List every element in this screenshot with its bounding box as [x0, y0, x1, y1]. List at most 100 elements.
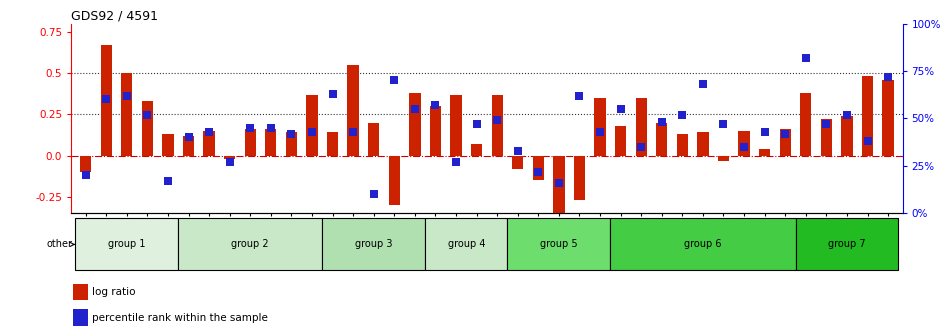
- Bar: [574, 156, 585, 200]
- Point: [798, 55, 813, 60]
- Point: [695, 82, 711, 87]
- Point: [819, 121, 834, 127]
- Point: [325, 91, 340, 96]
- Bar: [162, 134, 174, 156]
- Bar: [676, 134, 688, 156]
- Point: [448, 159, 464, 165]
- Point: [222, 159, 238, 165]
- Text: group 4: group 4: [447, 240, 485, 249]
- Bar: [306, 94, 317, 156]
- Bar: [450, 94, 462, 156]
- Bar: [759, 149, 770, 156]
- Text: group 1: group 1: [108, 240, 145, 249]
- Point: [284, 131, 299, 136]
- Bar: [507, 218, 610, 270]
- Point: [736, 144, 751, 150]
- Bar: [409, 93, 421, 156]
- Bar: [491, 94, 503, 156]
- Point: [263, 125, 278, 131]
- Bar: [512, 156, 523, 169]
- Point: [655, 120, 670, 125]
- Bar: [595, 98, 606, 156]
- Point: [551, 180, 566, 186]
- Text: group 7: group 7: [828, 240, 865, 249]
- Text: group 3: group 3: [355, 240, 392, 249]
- Bar: [182, 136, 194, 156]
- Point: [161, 178, 176, 184]
- Bar: [142, 101, 153, 156]
- Bar: [553, 156, 564, 218]
- Bar: [244, 129, 256, 156]
- Bar: [203, 131, 215, 156]
- Bar: [389, 156, 400, 205]
- Point: [304, 129, 319, 134]
- Bar: [821, 119, 832, 156]
- Text: log ratio: log ratio: [92, 287, 136, 297]
- Bar: [697, 132, 709, 156]
- Bar: [795, 218, 899, 270]
- Text: other: other: [47, 240, 75, 249]
- Bar: [101, 45, 112, 156]
- Point: [366, 192, 381, 197]
- Point: [778, 131, 793, 136]
- Point: [840, 112, 855, 117]
- Text: group 6: group 6: [684, 240, 722, 249]
- Point: [757, 129, 772, 134]
- Bar: [429, 106, 441, 156]
- Bar: [862, 76, 873, 156]
- Point: [140, 112, 155, 117]
- Point: [593, 129, 608, 134]
- Point: [531, 169, 546, 174]
- Bar: [738, 131, 750, 156]
- Point: [408, 106, 423, 112]
- Point: [346, 129, 361, 134]
- Bar: [75, 218, 179, 270]
- Bar: [842, 116, 852, 156]
- Bar: [322, 218, 426, 270]
- Point: [99, 97, 114, 102]
- Bar: [327, 132, 338, 156]
- Bar: [718, 156, 730, 161]
- Bar: [224, 156, 236, 159]
- Point: [674, 112, 690, 117]
- Point: [489, 118, 504, 123]
- Text: group 2: group 2: [232, 240, 269, 249]
- Text: GDS92 / 4591: GDS92 / 4591: [71, 9, 159, 23]
- Point: [78, 173, 93, 178]
- Point: [716, 121, 732, 127]
- Bar: [368, 123, 379, 156]
- Bar: [780, 129, 791, 156]
- Bar: [426, 218, 507, 270]
- Bar: [533, 156, 544, 180]
- Text: group 5: group 5: [541, 240, 578, 249]
- Bar: [73, 309, 87, 326]
- Point: [634, 144, 649, 150]
- Point: [119, 93, 134, 98]
- Bar: [615, 126, 626, 156]
- Bar: [636, 98, 647, 156]
- Bar: [73, 284, 87, 300]
- Point: [860, 138, 875, 144]
- Point: [510, 148, 525, 154]
- Bar: [286, 132, 297, 156]
- Point: [387, 78, 402, 83]
- Point: [613, 106, 628, 112]
- Bar: [179, 218, 322, 270]
- Bar: [122, 73, 132, 156]
- Bar: [265, 129, 276, 156]
- Bar: [348, 65, 359, 156]
- Bar: [883, 80, 894, 156]
- Point: [881, 74, 896, 79]
- Point: [572, 93, 587, 98]
- Bar: [610, 218, 795, 270]
- Bar: [471, 144, 483, 156]
- Point: [428, 102, 443, 108]
- Text: percentile rank within the sample: percentile rank within the sample: [92, 313, 268, 323]
- Bar: [800, 93, 811, 156]
- Point: [242, 125, 257, 131]
- Point: [469, 121, 484, 127]
- Bar: [80, 156, 91, 172]
- Point: [201, 129, 217, 134]
- Bar: [656, 123, 668, 156]
- Point: [180, 135, 196, 140]
